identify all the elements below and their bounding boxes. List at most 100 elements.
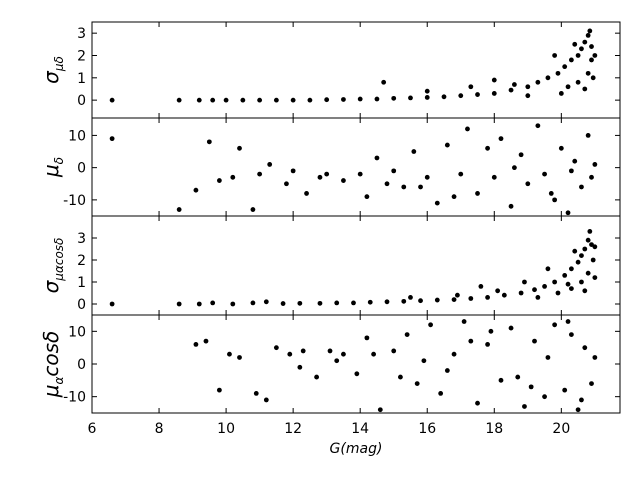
point: [585, 32, 591, 38]
point: [592, 162, 598, 167]
point: [532, 338, 537, 344]
y-tick-label: 0: [77, 297, 86, 313]
point: [579, 279, 584, 285]
point: [424, 88, 430, 94]
point: [364, 335, 370, 341]
point: [341, 351, 346, 357]
point: [391, 348, 397, 354]
point: [196, 301, 202, 307]
point: [568, 332, 574, 337]
point: [488, 328, 494, 334]
x-tick-label: 16: [418, 421, 436, 437]
y-tick-label: 0: [77, 93, 86, 109]
point: [434, 297, 440, 303]
point: [384, 299, 390, 305]
point: [273, 345, 279, 351]
plot-area: [109, 123, 598, 216]
point: [575, 259, 581, 265]
plot-area: [193, 319, 598, 413]
y-tick-label: 3: [77, 26, 86, 42]
point: [491, 91, 497, 96]
point: [203, 338, 209, 344]
y-tick-label: 1: [77, 71, 86, 87]
point: [518, 290, 524, 296]
point: [582, 86, 588, 92]
point: [109, 301, 115, 307]
point: [351, 300, 356, 306]
point: [491, 174, 497, 180]
point: [582, 39, 588, 45]
point: [297, 364, 303, 370]
point: [508, 325, 514, 331]
point: [230, 301, 236, 307]
point: [579, 184, 584, 190]
point: [585, 237, 591, 243]
point: [552, 322, 558, 328]
y-axis-label-part: μαcosδ: [52, 238, 66, 282]
point: [582, 345, 588, 351]
point: [475, 92, 480, 97]
point: [441, 94, 447, 100]
point: [223, 97, 229, 103]
point: [424, 174, 430, 180]
point: [451, 194, 457, 200]
point: [579, 253, 584, 258]
point: [257, 97, 263, 103]
point: [589, 174, 594, 180]
point: [525, 93, 531, 99]
y-tick-label: 2: [77, 253, 86, 269]
y-axis-label-part: σ: [39, 279, 63, 293]
point: [555, 70, 561, 76]
y-tick-label: 10: [68, 128, 86, 144]
point: [582, 246, 588, 252]
point: [334, 358, 340, 364]
point: [592, 244, 598, 250]
point: [418, 298, 423, 304]
point: [263, 397, 269, 403]
point: [109, 136, 115, 142]
point: [193, 187, 199, 193]
point: [458, 93, 464, 99]
point: [572, 41, 578, 47]
point: [414, 381, 420, 386]
point: [193, 342, 199, 347]
point: [542, 394, 547, 400]
point: [206, 139, 212, 145]
point: [444, 142, 450, 148]
point: [290, 168, 296, 174]
point: [434, 200, 440, 206]
point: [257, 171, 263, 177]
y-axis-label-part: α: [52, 377, 66, 385]
point: [555, 290, 561, 296]
point: [334, 300, 340, 306]
point: [444, 368, 450, 373]
point: [461, 319, 467, 324]
x-tick-label: 20: [552, 421, 570, 437]
x-tick-label: 8: [155, 421, 164, 437]
point: [421, 358, 427, 364]
point: [572, 158, 578, 164]
y-axis-label: μαcosδ: [39, 331, 66, 399]
point: [284, 181, 289, 187]
point: [237, 355, 242, 360]
point: [532, 287, 537, 293]
y-tick-label: 0: [77, 161, 86, 177]
x-tick-label: 18: [485, 421, 503, 437]
point: [290, 97, 296, 103]
point: [565, 210, 571, 216]
point: [565, 84, 571, 90]
y-tick-label: -10: [63, 390, 86, 406]
point: [535, 79, 541, 85]
point: [371, 351, 376, 357]
point: [501, 292, 507, 298]
point: [367, 299, 373, 305]
y-tick-label: 2: [77, 48, 86, 64]
point: [572, 248, 578, 254]
point: [465, 126, 470, 132]
point: [468, 338, 474, 344]
point: [263, 299, 269, 305]
point: [458, 171, 464, 177]
point: [438, 391, 444, 396]
point: [475, 400, 480, 406]
point: [582, 288, 588, 294]
